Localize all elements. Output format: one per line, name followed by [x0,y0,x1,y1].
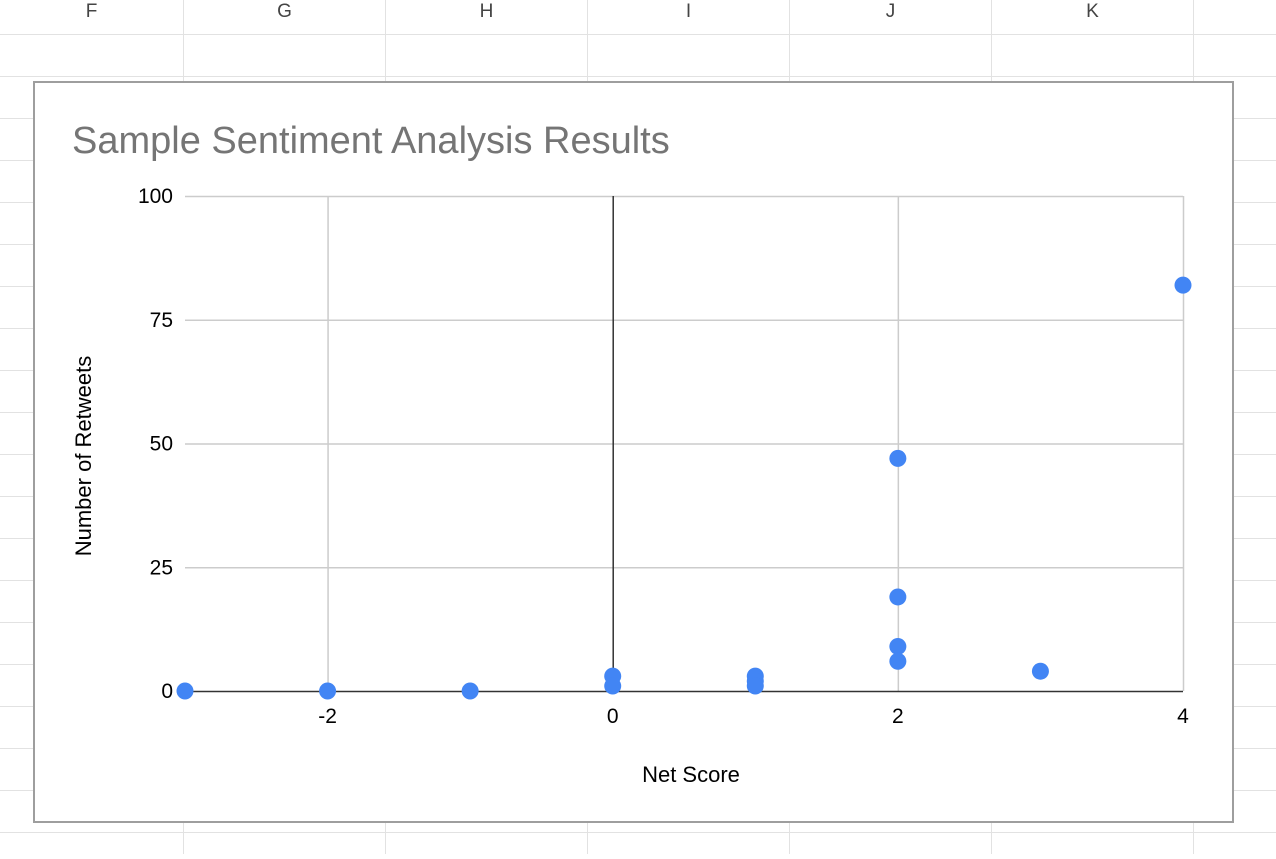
scatter-point[interactable] [461,682,479,700]
column-header-k[interactable]: K [1086,1,1099,22]
axes [185,196,1183,693]
scatter-point[interactable] [889,588,907,606]
scatter-point[interactable] [889,652,907,670]
scatter-chart: Sample Sentiment Analysis Results Net Sc… [71,120,1192,787]
y-tick-label: 0 [161,680,173,703]
x-axis-label: Net Score [642,762,740,787]
column-header-g[interactable]: G [277,1,292,22]
y-tick-label: 50 [150,433,173,456]
scatter-point[interactable] [746,677,764,695]
column-header-i[interactable]: I [685,1,692,22]
column-header-h[interactable]: H [479,1,494,22]
scatter-point[interactable] [889,449,907,467]
scatter-point[interactable] [319,682,337,700]
x-tick-label: -2 [318,705,337,728]
x-tick-label: 0 [607,705,619,728]
x-tick-label: 4 [1177,705,1189,728]
y-tick-label: 100 [138,185,173,208]
y-tick-label: 25 [150,556,173,579]
column-header-f[interactable]: F [85,1,98,22]
gridlines [185,195,1185,691]
chart-title: Sample Sentiment Analysis Results [72,120,670,162]
y-axis-label: Number of Retweets [71,356,96,557]
x-tick-label: 2 [892,705,904,728]
column-header-j[interactable]: J [885,1,896,22]
data-points [176,276,1192,700]
y-tick-label: 75 [150,309,173,332]
scatter-point[interactable] [604,677,622,695]
scatter-point[interactable] [889,637,907,655]
tick-labels: 0 25 50 75 100 -2 0 2 4 [138,185,1189,728]
embedded-chart[interactable]: Sample Sentiment Analysis Results Net Sc… [33,81,1234,823]
scatter-point[interactable] [1031,662,1049,680]
scatter-point[interactable] [1174,276,1192,294]
scatter-point[interactable] [176,682,194,700]
